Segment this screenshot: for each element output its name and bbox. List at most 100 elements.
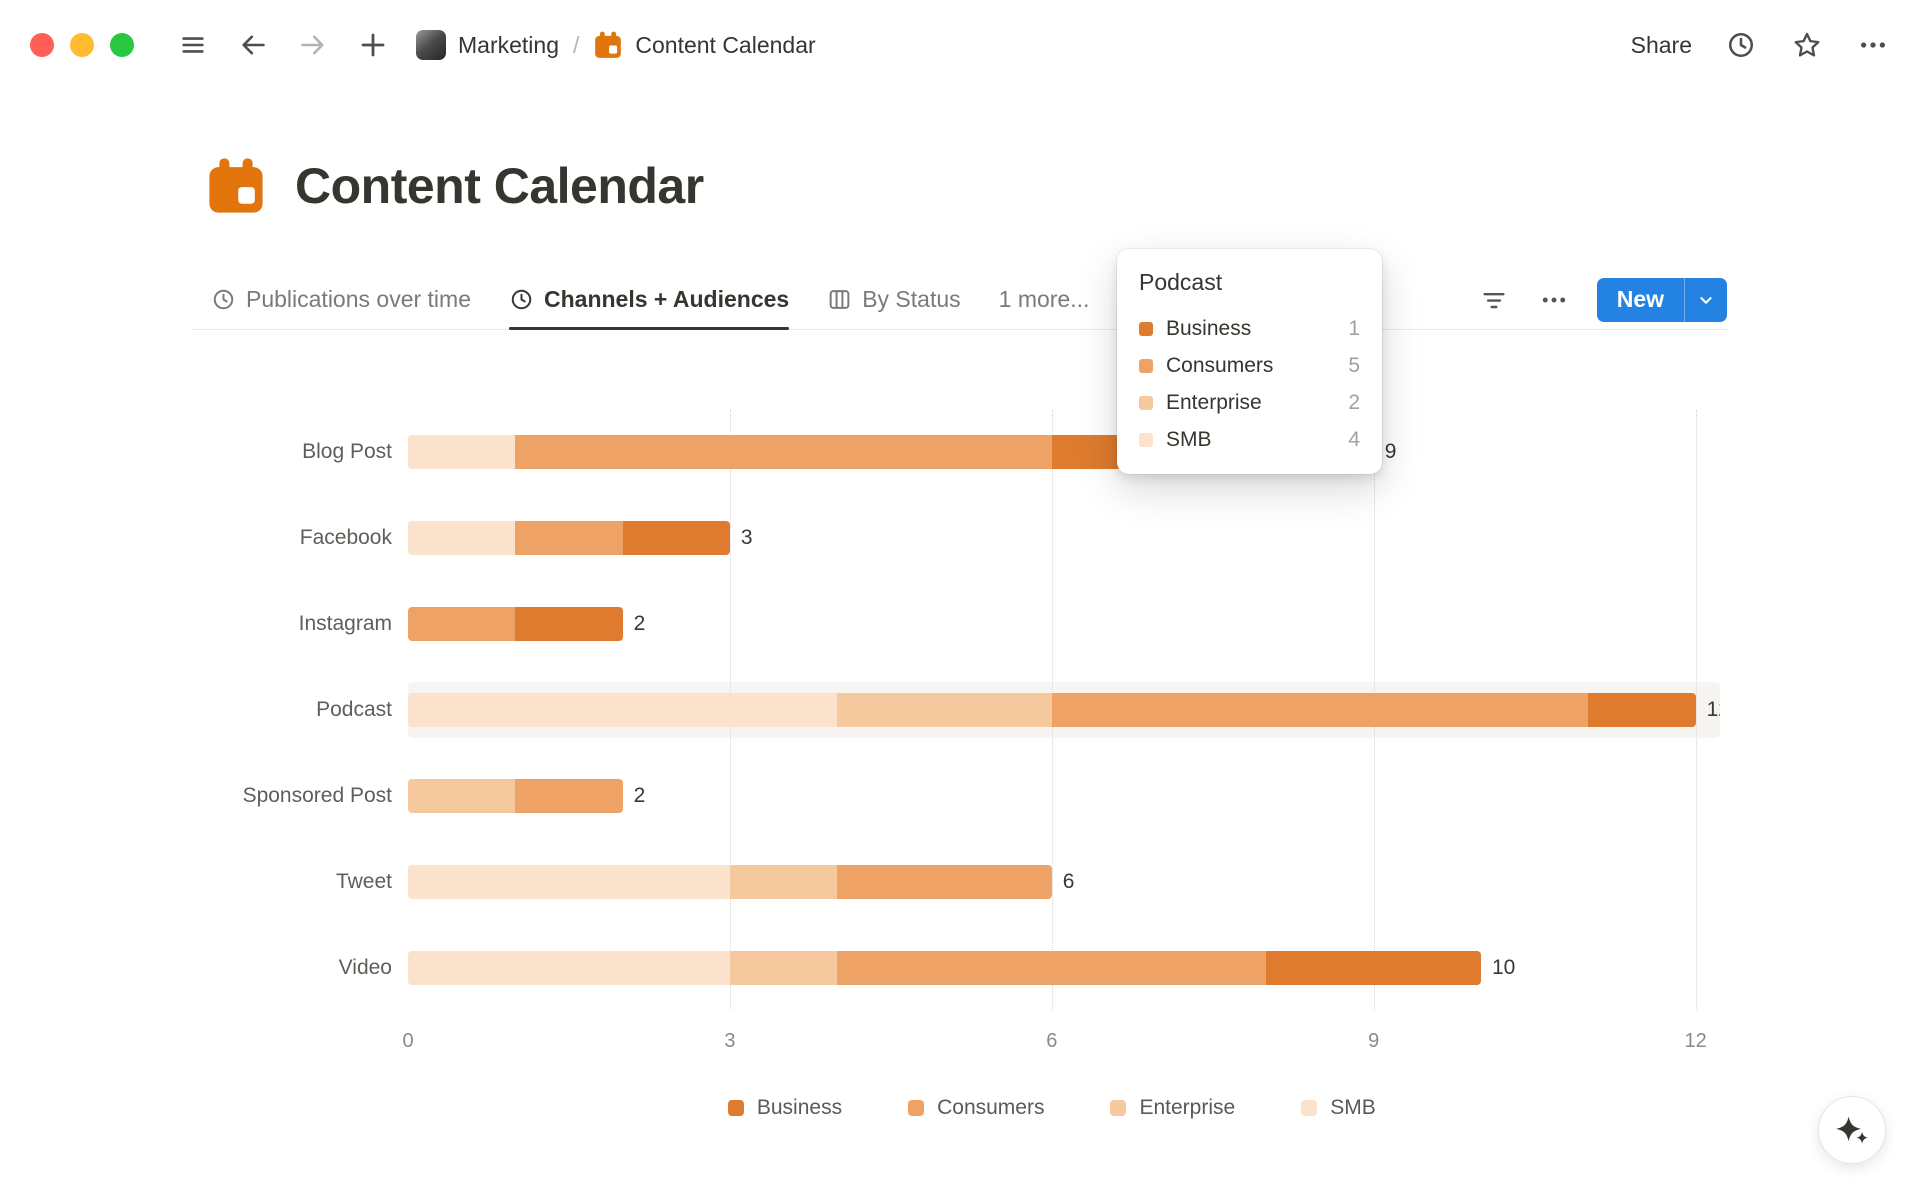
legend-item[interactable]: SMB xyxy=(1301,1096,1376,1120)
legend-label: Enterprise xyxy=(1139,1096,1236,1119)
view-tabs-bar: Publications over time Channels + Audien… xyxy=(193,270,1727,330)
tab-label: By Status xyxy=(862,286,961,312)
tooltip-series-value: 1 xyxy=(1348,316,1360,340)
legend-item[interactable]: Business xyxy=(727,1096,843,1120)
tooltip-series-value: 4 xyxy=(1348,427,1360,451)
tab-label: Publications over time xyxy=(246,286,471,312)
bar-segment[interactable] xyxy=(515,607,623,641)
category-label: Podcast xyxy=(316,698,392,721)
tooltip-swatch xyxy=(1139,321,1153,336)
tooltip-swatch xyxy=(1139,358,1153,373)
sparkle-icon xyxy=(1836,1116,1868,1144)
tooltip-swatch xyxy=(1139,395,1153,410)
legend-item[interactable]: Enterprise xyxy=(1110,1096,1235,1120)
chevron-down-icon[interactable] xyxy=(1685,278,1727,322)
breadcrumb-workspace[interactable]: Marketing xyxy=(458,31,559,58)
legend-label: SMB xyxy=(1330,1096,1376,1119)
bar-segment[interactable] xyxy=(515,779,623,813)
new-page-icon[interactable] xyxy=(356,28,390,62)
zoom-window-button[interactable] xyxy=(110,33,134,57)
marketing-workspace-icon xyxy=(416,30,446,60)
tooltip-title: Podcast xyxy=(1139,269,1223,295)
bar-segment[interactable] xyxy=(729,951,838,985)
value-label: 2 xyxy=(633,612,646,635)
bar-segment[interactable] xyxy=(622,521,730,555)
stacked-bar-chart: Business Consumers Enterprise SMB Blog Post… xyxy=(193,340,1720,1150)
forward-icon[interactable] xyxy=(296,28,330,62)
bar-segment[interactable] xyxy=(408,607,516,641)
axis-tick-label: 12 xyxy=(1684,1030,1707,1052)
ai-sparkle-button[interactable] xyxy=(1818,1096,1886,1164)
value-label: 12 xyxy=(1706,698,1720,721)
bar-segment[interactable] xyxy=(837,951,1267,985)
close-window-button[interactable] xyxy=(30,33,54,57)
axis-tick-label: 0 xyxy=(402,1030,414,1052)
traffic-lights xyxy=(30,33,134,57)
tab-label: Channels + Audiences xyxy=(544,286,790,312)
tooltip-series-label: SMB xyxy=(1166,427,1212,451)
bar-segment[interactable] xyxy=(837,693,1052,727)
bar-segment[interactable] xyxy=(408,779,516,813)
filter-icon[interactable] xyxy=(1477,283,1511,317)
new-button-divider xyxy=(1684,277,1685,322)
category-label: Blog Post xyxy=(302,440,392,463)
axis-tick-label: 6 xyxy=(1046,1030,1058,1052)
view-options-icon[interactable] xyxy=(1537,283,1571,317)
minimize-window-button[interactable] xyxy=(70,33,94,57)
clock-icon xyxy=(511,289,532,310)
bar-segment[interactable] xyxy=(408,521,516,555)
tab-publications-over-time[interactable]: Publications over time xyxy=(211,270,471,329)
share-button[interactable]: Share xyxy=(1630,31,1692,58)
bar-segment[interactable] xyxy=(1051,693,1589,727)
breadcrumb-page[interactable]: Content Calendar xyxy=(635,31,816,58)
new-button[interactable]: New xyxy=(1596,277,1727,322)
breadcrumb-separator: / xyxy=(572,31,580,58)
page-title: Content Calendar xyxy=(295,158,704,214)
category-label: Sponsored Post xyxy=(242,784,392,807)
clock-icon xyxy=(213,289,234,310)
tooltip-row: Business 1 xyxy=(1139,310,1360,347)
window-topbar: Marketing / Content Calendar Share xyxy=(0,0,1920,90)
axis-tick-label: 9 xyxy=(1368,1030,1380,1052)
value-label: 6 xyxy=(1062,870,1075,893)
new-button-label[interactable]: New xyxy=(1616,286,1664,312)
bar-segment[interactable] xyxy=(837,865,1052,899)
bar-segment[interactable] xyxy=(1266,951,1481,985)
board-icon xyxy=(829,290,850,309)
history-clock-icon[interactable] xyxy=(1724,28,1758,62)
category-label: Video xyxy=(338,956,392,979)
legend-label: Consumers xyxy=(937,1096,1045,1119)
bar-segment[interactable] xyxy=(408,435,516,469)
more-options-icon[interactable] xyxy=(1856,28,1890,62)
tooltip-row: Enterprise 2 xyxy=(1139,384,1360,421)
chart-tooltip: Podcast Business 1 Consumers 5 Enterprise 2 SM… xyxy=(1117,249,1382,474)
tooltip-series-label: Business xyxy=(1166,316,1252,340)
bar-segment[interactable] xyxy=(1588,693,1696,727)
tooltip-series-label: Enterprise xyxy=(1166,390,1262,414)
legend-swatch xyxy=(727,1100,744,1116)
calendar-icon xyxy=(595,31,622,58)
tab-by-status[interactable]: By Status xyxy=(827,270,961,329)
tooltip-series-value: 2 xyxy=(1348,390,1360,414)
bar-segment[interactable] xyxy=(408,865,730,899)
sidebar-menu-icon[interactable] xyxy=(176,28,210,62)
gridline xyxy=(1695,410,1697,1010)
tab-channels-audiences[interactable]: Channels + Audiences xyxy=(509,270,790,330)
back-icon[interactable] xyxy=(236,28,270,62)
bar-segment[interactable] xyxy=(515,521,623,555)
tooltip-rows: Business 1 Consumers 5 Enterprise 2 SMB 4 xyxy=(1139,310,1360,458)
bar-segment[interactable] xyxy=(408,693,838,727)
value-label: 2 xyxy=(633,784,646,807)
bar-segment[interactable] xyxy=(729,865,838,899)
bar-segment[interactable] xyxy=(408,951,730,985)
bar-segment[interactable] xyxy=(515,435,1052,469)
legend-swatch xyxy=(1110,1100,1127,1116)
legend-label: Business xyxy=(756,1096,843,1119)
favorite-star-icon[interactable] xyxy=(1790,28,1824,62)
page-calendar-icon xyxy=(209,158,263,213)
chart-legend: Business Consumers Enterprise SMB xyxy=(408,1096,1696,1120)
tab-more[interactable]: 1 more... xyxy=(998,286,1090,312)
value-label: 10 xyxy=(1492,956,1516,979)
legend-item[interactable]: Consumers xyxy=(908,1096,1044,1120)
tooltip-swatch xyxy=(1139,432,1153,447)
